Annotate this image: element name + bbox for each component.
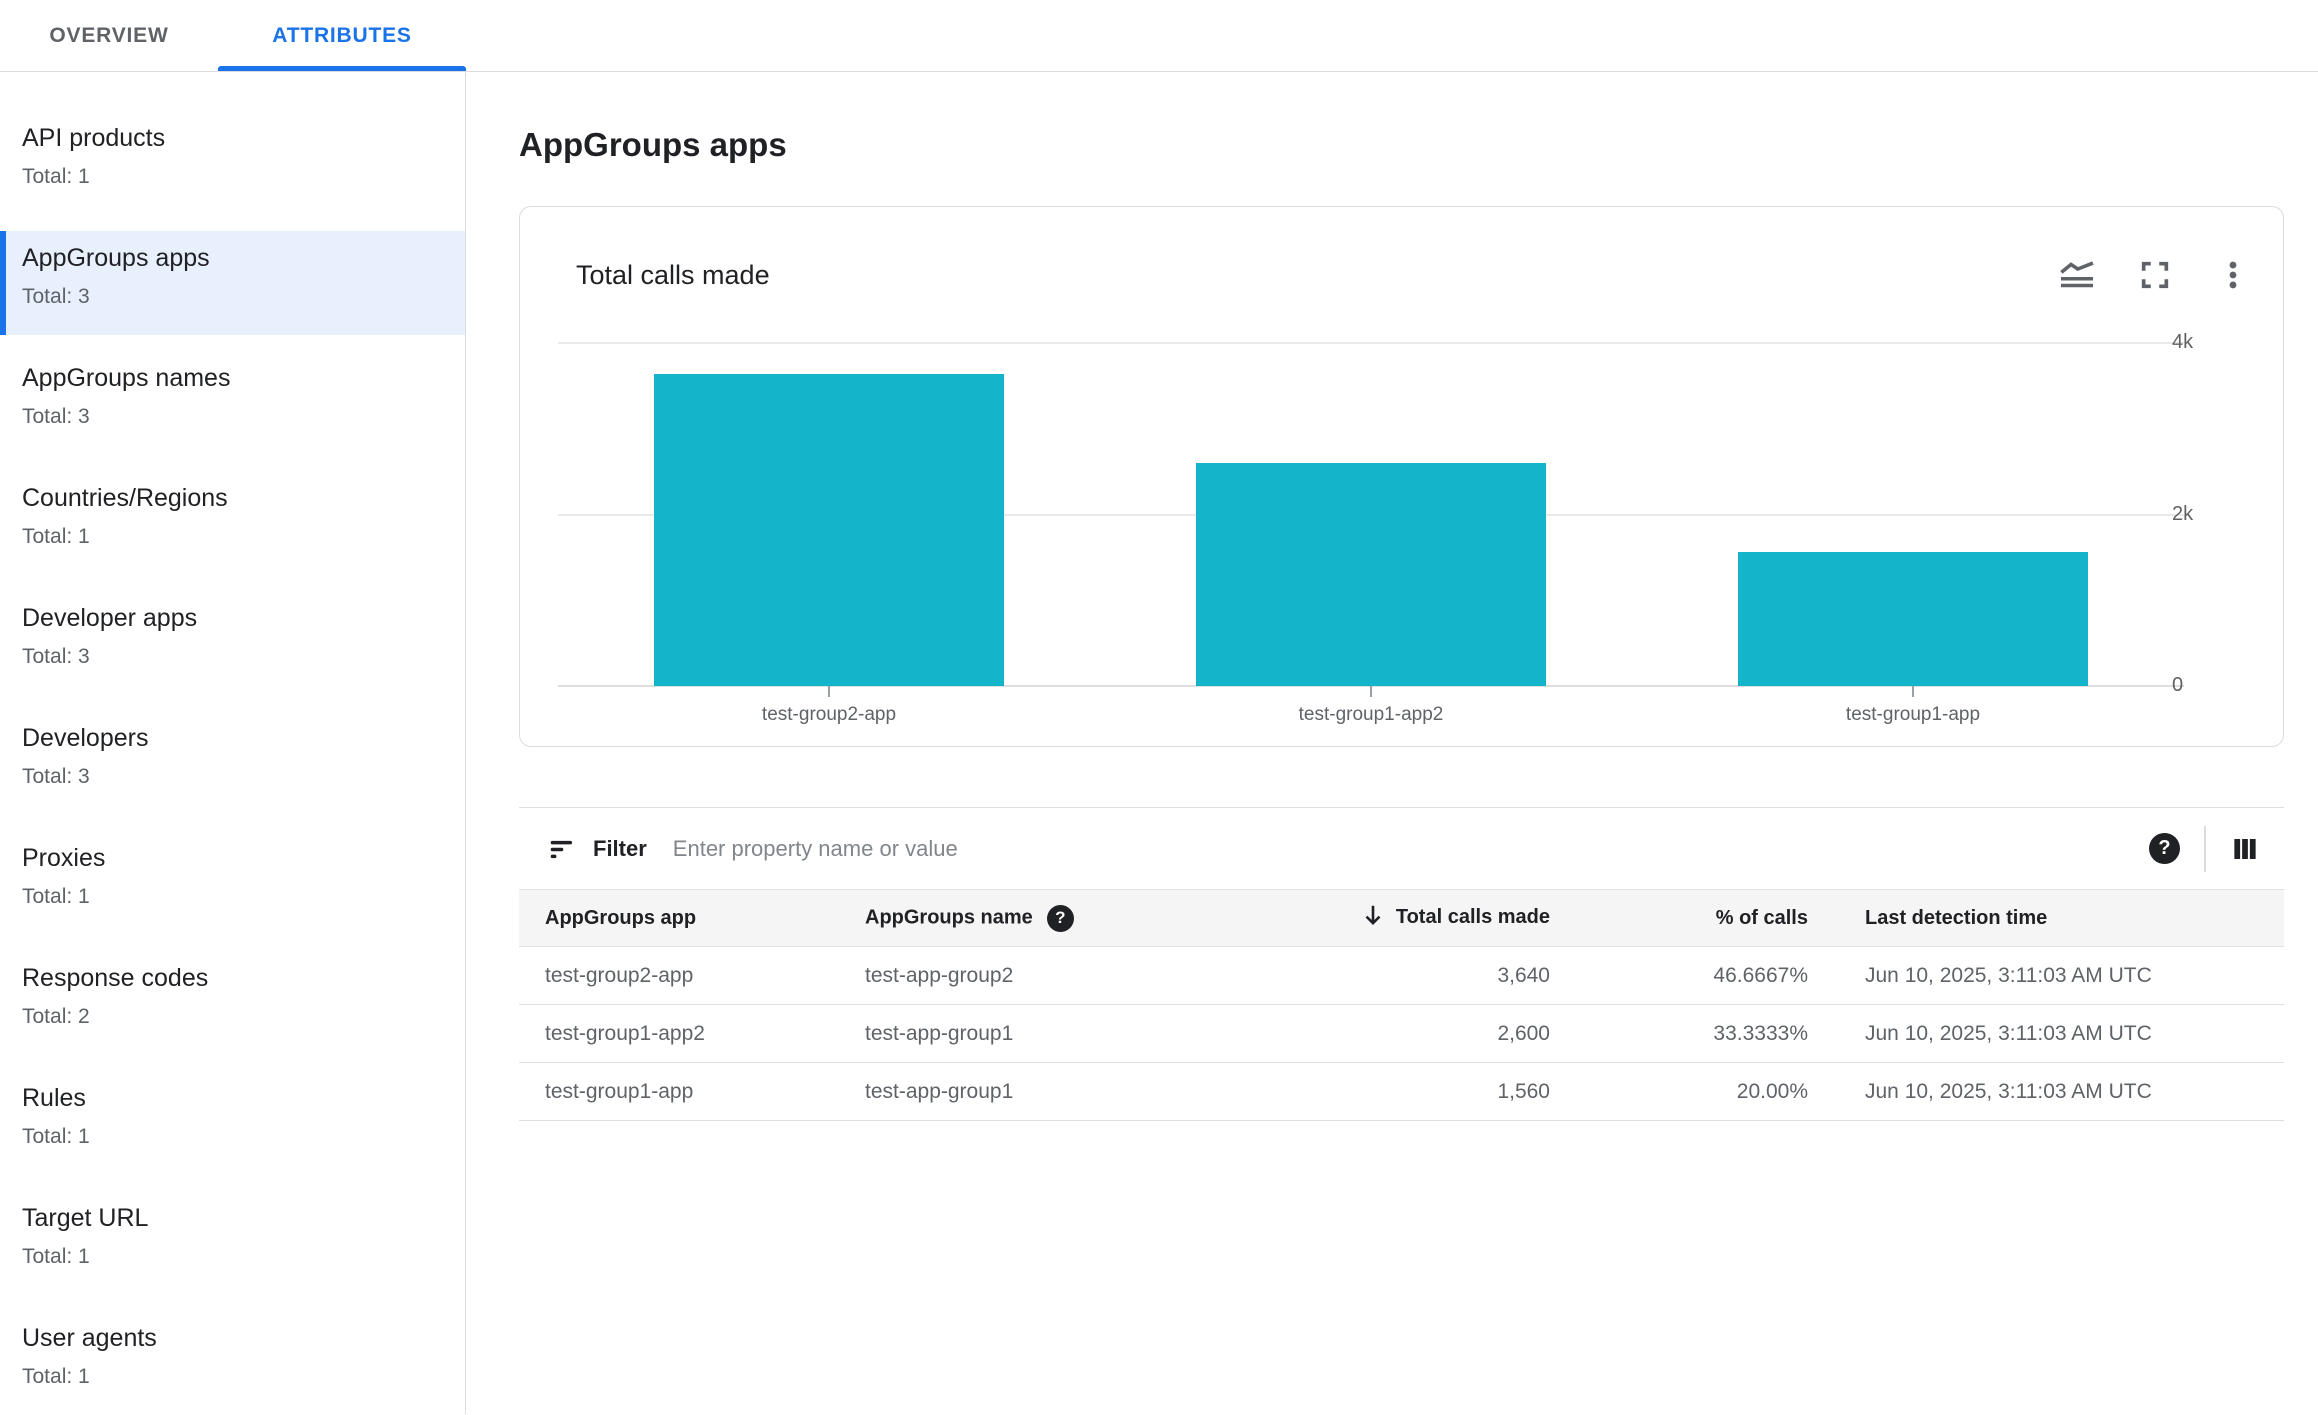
table-cell: 33.3333% xyxy=(1550,1022,1808,1046)
sidebar-item-developer-apps[interactable]: Developer apps Total: 3 xyxy=(0,591,465,695)
sidebar-item-label: Countries/Regions xyxy=(22,483,465,513)
active-tab-underline xyxy=(218,66,466,71)
sidebar-item-total: Total: 2 xyxy=(22,1004,465,1030)
column-header-label: Last detection time xyxy=(1865,907,2047,929)
column-header-label: AppGroups name xyxy=(865,906,1033,928)
sidebar-item-total: Total: 3 xyxy=(22,284,465,310)
column-header-appgroups-app[interactable]: AppGroups app xyxy=(545,907,865,930)
appgroups-table: AppGroups app AppGroups name? Total calls … xyxy=(519,889,2284,1121)
x-axis-label: test-group2-app xyxy=(558,704,1100,726)
table-cell: Jun 10, 2025, 3:11:03 AM UTC xyxy=(1808,1022,2264,1046)
sidebar-item-total: Total: 1 xyxy=(22,524,465,550)
sidebar-item-label: Developers xyxy=(22,723,465,753)
y-axis-tick-label: 2k xyxy=(2172,503,2193,526)
sidebar-item-target-url[interactable]: Target URL Total: 1 xyxy=(0,1191,465,1295)
table-cell: 46.6667% xyxy=(1550,964,1808,988)
sidebar-item-total: Total: 3 xyxy=(22,404,465,430)
sidebar-item-label: API products xyxy=(22,123,465,153)
column-header-label: AppGroups app xyxy=(545,907,696,929)
sidebar-item-total: Total: 1 xyxy=(22,1244,465,1270)
tab-attributes-label: ATTRIBUTES xyxy=(272,24,411,48)
table-cell: 1,560 xyxy=(1325,1080,1550,1104)
table-cell: 2,600 xyxy=(1325,1022,1550,1046)
sidebar-list: API products Total: 1 AppGroups apps Total:… xyxy=(0,111,465,1415)
filter-bar: Filter ? xyxy=(519,808,2284,889)
sidebar-item-label: Proxies xyxy=(22,843,465,873)
sidebar-item-label: Target URL xyxy=(22,1203,465,1233)
x-axis-label: test-group1-app xyxy=(1642,704,2184,726)
sidebar-item-user-agents[interactable]: User agents Total: 1 xyxy=(0,1311,465,1415)
tab-overview-label: OVERVIEW xyxy=(49,24,168,48)
filter-help-icon[interactable]: ? xyxy=(2149,833,2180,864)
table-cell: test-group2-app xyxy=(545,964,865,988)
sidebar-item-label: User agents xyxy=(22,1323,465,1353)
bar-test-group1-app[interactable] xyxy=(1738,552,2088,686)
sidebar-item-developers[interactable]: Developers Total: 3 xyxy=(0,711,465,815)
column-header-label: Total calls made xyxy=(1396,906,1550,928)
attributes-sidebar: API products Total: 1 AppGroups apps Total:… xyxy=(0,73,466,1414)
sidebar-item-total: Total: 1 xyxy=(22,164,465,190)
sidebar-item-total: Total: 3 xyxy=(22,644,465,670)
sidebar-item-label: Response codes xyxy=(22,963,465,993)
tab-bar: OVERVIEW ATTRIBUTES xyxy=(0,0,2318,72)
table-cell: test-group1-app xyxy=(545,1080,865,1104)
x-axis-tick xyxy=(1370,686,1372,697)
sidebar-item-total: Total: 1 xyxy=(22,1364,465,1390)
sort-descending-icon xyxy=(1360,902,1386,934)
table-cell: test-app-group1 xyxy=(865,1022,1325,1046)
table-cell: Jun 10, 2025, 3:11:03 AM UTC xyxy=(1808,1080,2264,1104)
table-cell: test-app-group2 xyxy=(865,964,1325,988)
table-cell: test-app-group1 xyxy=(865,1080,1325,1104)
column-header-total-calls-made[interactable]: Total calls made xyxy=(1325,902,1550,934)
tab-attributes[interactable]: ATTRIBUTES xyxy=(218,0,466,71)
tab-overview[interactable]: OVERVIEW xyxy=(0,0,218,71)
x-axis-tick xyxy=(828,686,830,697)
main-content: AppGroups apps Total calls made xyxy=(467,73,2318,1414)
column-header-appgroups-name[interactable]: AppGroups name? xyxy=(865,905,1325,932)
y-axis-tick-label: 4k xyxy=(2172,331,2193,354)
sidebar-item-appgroups-apps[interactable]: AppGroups apps Total: 3 xyxy=(0,231,465,335)
sidebar-item-countries-regions[interactable]: Countries/Regions Total: 1 xyxy=(0,471,465,575)
filter-label: Filter xyxy=(593,836,647,862)
filter-input[interactable] xyxy=(673,836,2149,862)
filter-icon xyxy=(547,834,577,864)
page-title: AppGroups apps xyxy=(519,126,2318,164)
sidebar-item-api-products[interactable]: API products Total: 1 xyxy=(0,111,465,215)
bar-test-group2-app[interactable] xyxy=(654,374,1004,686)
column-header-label: % of calls xyxy=(1716,907,1808,929)
sidebar-item-total: Total: 3 xyxy=(22,764,465,790)
table-cell: Jun 10, 2025, 3:11:03 AM UTC xyxy=(1808,964,2264,988)
column-header--of-calls[interactable]: % of calls xyxy=(1550,907,1808,930)
sidebar-item-proxies[interactable]: Proxies Total: 1 xyxy=(0,831,465,935)
y-axis-tick-label: 0 xyxy=(2172,674,2183,697)
column-header-last-detection-time[interactable]: Last detection time xyxy=(1808,907,2264,930)
total-calls-chart-card: Total calls made xyxy=(519,206,2284,747)
sidebar-item-total: Total: 1 xyxy=(22,884,465,910)
sidebar-item-label: AppGroups names xyxy=(22,363,465,393)
column-help-icon[interactable]: ? xyxy=(1047,905,1074,932)
filter-toolbar-divider xyxy=(2204,826,2206,872)
chart-gridline xyxy=(558,342,2184,344)
sidebar-item-label: AppGroups apps xyxy=(22,243,465,273)
sidebar-item-response-codes[interactable]: Response codes Total: 2 xyxy=(0,951,465,1055)
table-header-row: AppGroups app AppGroups name? Total calls … xyxy=(519,889,2284,947)
sidebar-item-appgroups-names[interactable]: AppGroups names Total: 3 xyxy=(0,351,465,455)
bar-test-group1-app2[interactable] xyxy=(1196,463,1546,686)
sidebar-item-total: Total: 1 xyxy=(22,1124,465,1150)
sidebar-item-label: Developer apps xyxy=(22,603,465,633)
sidebar-item-label: Rules xyxy=(22,1083,465,1113)
sidebar-item-rules[interactable]: Rules Total: 1 xyxy=(0,1071,465,1175)
table-cell: 20.00% xyxy=(1550,1080,1808,1104)
column-settings-icon[interactable] xyxy=(2230,834,2260,864)
table-cell: test-group1-app2 xyxy=(545,1022,865,1046)
table-cell: 3,640 xyxy=(1325,964,1550,988)
x-axis-tick xyxy=(1912,686,1914,697)
x-axis-label: test-group1-app2 xyxy=(1100,704,1642,726)
